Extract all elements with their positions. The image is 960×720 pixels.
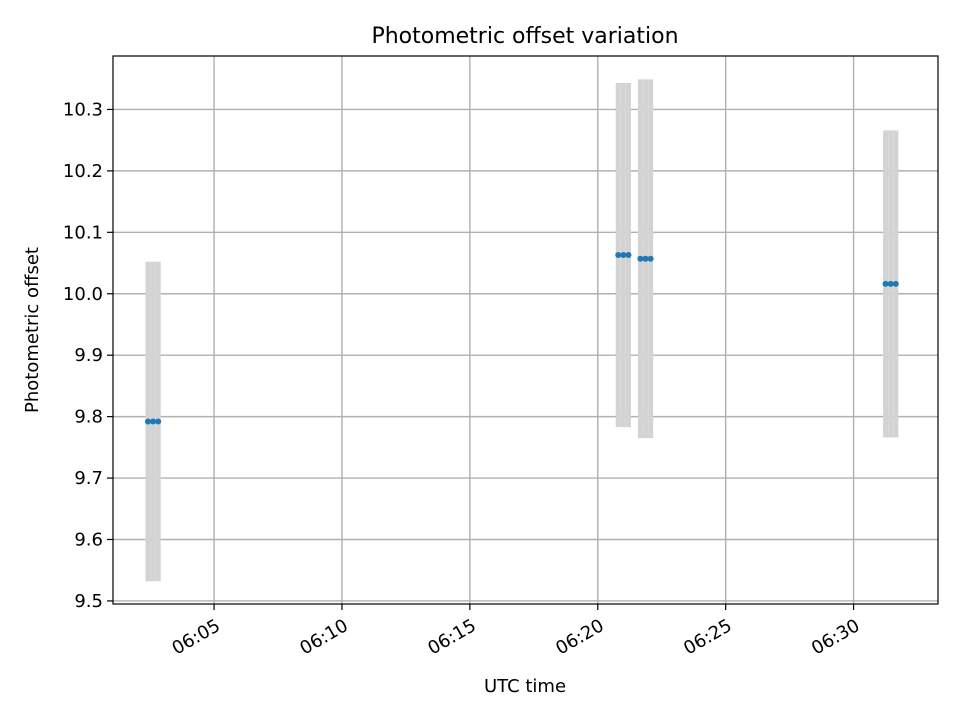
data-point	[642, 255, 649, 262]
y-tick-label: 10.2	[63, 161, 103, 182]
y-axis-ticks: 9.5 9.6 9.7 9.8 9.9 10.0 10.1 10.2 10.3	[63, 99, 113, 612]
data-point	[620, 252, 627, 259]
data-point	[144, 418, 151, 425]
y-tick-label: 10.1	[63, 222, 103, 243]
y-tick-label: 9.7	[74, 468, 103, 489]
y-tick-label: 9.6	[74, 529, 103, 550]
grid	[113, 56, 938, 604]
y-tick-label: 10.3	[63, 99, 103, 120]
y-axis-label: Photometric offset	[22, 247, 43, 413]
data-points	[144, 252, 899, 425]
plot-frame	[112, 55, 939, 605]
y-tick-label: 10.0	[63, 284, 103, 305]
y-tick-label: 9.5	[74, 591, 103, 612]
data-point	[887, 280, 894, 287]
data-point	[150, 418, 157, 425]
data-point	[892, 280, 899, 287]
data-point	[637, 255, 644, 262]
x-axis-label: UTC time	[484, 676, 566, 697]
y-tick-label: 9.8	[74, 407, 103, 428]
data-point	[647, 255, 654, 262]
chart-title: Photometric offset variation	[371, 24, 678, 49]
data-point	[882, 280, 889, 287]
y-tick-label: 9.9	[74, 345, 103, 366]
data-point	[625, 252, 632, 259]
data-point	[155, 418, 162, 425]
data-point	[615, 252, 622, 259]
